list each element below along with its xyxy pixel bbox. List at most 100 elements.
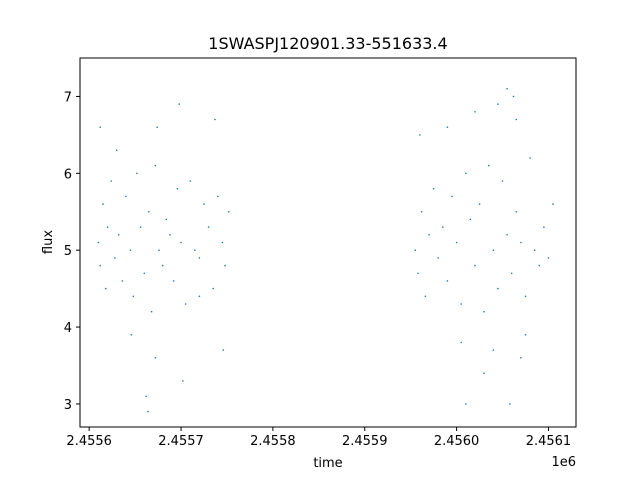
data-point (169, 234, 171, 236)
data-point (182, 380, 184, 382)
data-point (161, 264, 164, 267)
data-point (154, 164, 157, 167)
x-tick-label: 2.4558 (250, 434, 296, 449)
data-point (432, 187, 435, 190)
data-point (99, 126, 101, 128)
data-point (451, 195, 453, 198)
data-point (506, 88, 508, 90)
data-point (478, 203, 481, 205)
data-point (189, 180, 191, 182)
data-point (207, 226, 210, 228)
plot-frame (79, 57, 577, 428)
data-point (455, 241, 458, 244)
y-tick-label: 6 (64, 167, 72, 182)
data-point (136, 172, 138, 175)
data-point (110, 180, 112, 182)
data-point (469, 218, 472, 221)
data-point (114, 257, 116, 259)
data-point (147, 410, 149, 413)
data-point (465, 403, 467, 405)
data-point (465, 172, 467, 175)
data-point (483, 372, 485, 375)
x-axis-label: time (313, 456, 342, 471)
data-point (214, 118, 216, 121)
data-point (515, 211, 518, 213)
data-point (102, 203, 104, 205)
data-point (130, 334, 133, 336)
data-point (492, 249, 495, 251)
y-axis-ticks: 3 4 5 6 7 (64, 90, 80, 413)
data-point (222, 349, 225, 351)
data-point (547, 257, 550, 259)
data-point (483, 310, 485, 313)
data-point (198, 295, 201, 298)
data-point (501, 180, 504, 182)
data-point (497, 287, 499, 290)
data-point (533, 249, 536, 251)
x-tick-label: 2.4556 (66, 434, 112, 449)
y-tick-label: 7 (64, 90, 72, 105)
x-offset-label: 1e6 (551, 455, 576, 470)
y-tick-label: 5 (64, 244, 72, 259)
data-point (228, 211, 230, 213)
data-point (176, 187, 179, 190)
x-tick-label: 2.4557 (158, 434, 204, 449)
data-point (150, 310, 153, 313)
data-point (552, 203, 554, 205)
data-point (515, 118, 518, 121)
data-point (154, 357, 157, 359)
data-point (510, 272, 513, 275)
data-point (460, 341, 463, 344)
data-point (104, 287, 107, 290)
data-point (148, 211, 150, 213)
data-point (145, 395, 147, 398)
data-point (143, 272, 146, 275)
data-point (497, 103, 499, 105)
data-point (543, 226, 545, 228)
data-point (474, 264, 476, 267)
data-point (194, 249, 196, 251)
data-point (509, 403, 511, 405)
data-point (172, 280, 175, 282)
data-point (203, 203, 205, 205)
data-point (512, 95, 515, 98)
data-point (221, 241, 224, 244)
data-point (180, 241, 182, 244)
x-axis-ticks: 2.4556 2.4557 2.4558 2.4559 2.4560 2.4561 (66, 427, 571, 449)
data-point (419, 134, 421, 136)
data-point (506, 234, 508, 236)
data-point (115, 149, 118, 152)
data-point (132, 295, 135, 298)
chart-title: 1SWASPJ120901.33-551633.4 (208, 34, 447, 53)
data-point (414, 249, 417, 251)
data-point (474, 111, 476, 113)
data-point (129, 249, 132, 251)
data-point (442, 226, 444, 228)
data-point (420, 211, 423, 213)
y-tick-label: 3 (64, 398, 72, 413)
data-point (424, 295, 427, 298)
data-point (217, 195, 219, 198)
data-point (417, 272, 419, 275)
data-points (97, 88, 554, 413)
data-point (520, 241, 522, 244)
data-point (178, 103, 180, 105)
data-point (224, 264, 226, 267)
data-point (520, 357, 522, 359)
data-point (529, 157, 531, 159)
data-point (139, 226, 142, 228)
data-point (117, 234, 120, 236)
data-point (212, 287, 214, 290)
x-tick-label: 2.4561 (526, 434, 572, 449)
data-point (524, 334, 527, 336)
data-point (184, 303, 187, 305)
data-point (106, 226, 109, 228)
data-point (121, 280, 124, 282)
data-point (437, 257, 440, 259)
y-tick-label: 4 (64, 321, 72, 336)
data-point (487, 164, 490, 167)
data-point (446, 280, 449, 282)
data-point (492, 349, 495, 351)
data-point (125, 195, 127, 198)
